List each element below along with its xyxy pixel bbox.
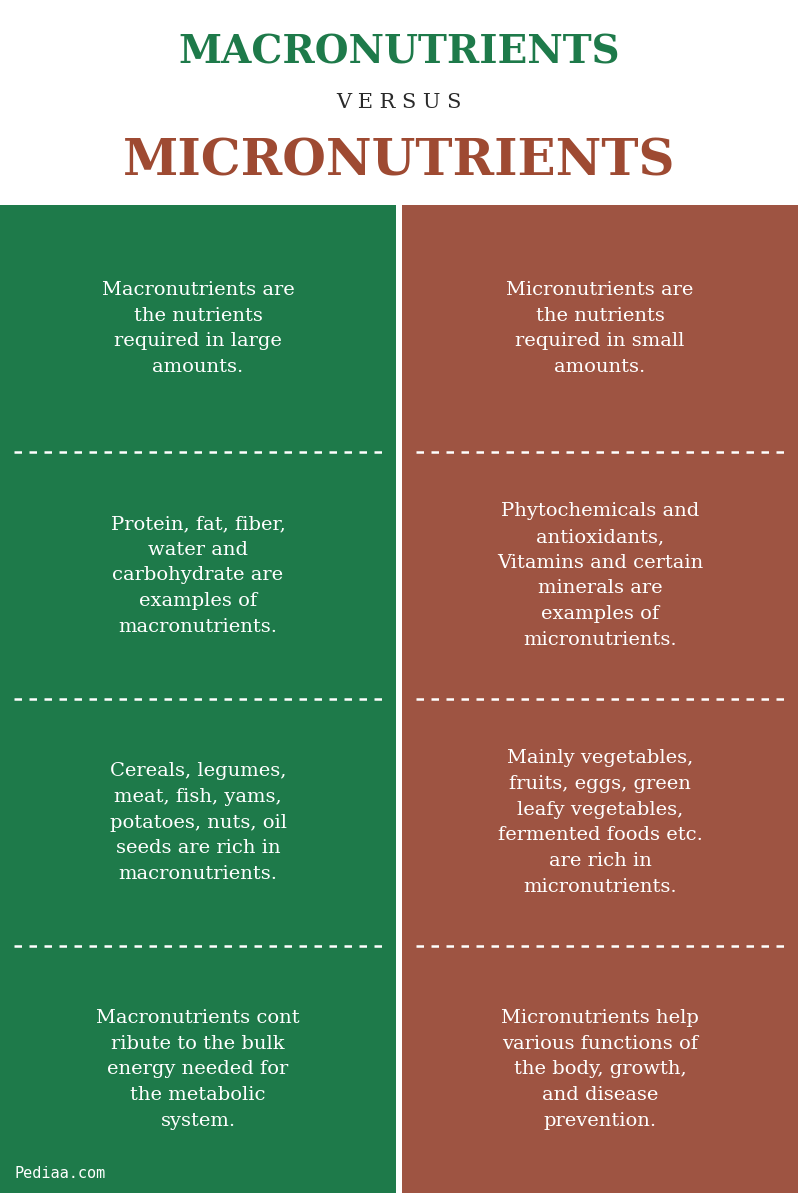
Bar — [402, 699, 798, 946]
Text: Macronutrients cont
ribute to the bulk
energy needed for
the metabolic
system.: Macronutrients cont ribute to the bulk e… — [97, 1009, 300, 1130]
Text: Cereals, legumes,
meat, fish, yams,
potatoes, nuts, oil
seeds are rich in
macron: Cereals, legumes, meat, fish, yams, pota… — [109, 762, 286, 883]
Text: Protein, fat, fiber,
water and
carbohydrate are
examples of
macronutrients.: Protein, fat, fiber, water and carbohydr… — [111, 515, 286, 636]
Bar — [402, 946, 798, 1193]
Text: MACRONUTRIENTS: MACRONUTRIENTS — [178, 33, 620, 72]
Text: Micronutrients are
the nutrients
required in small
amounts.: Micronutrients are the nutrients require… — [506, 280, 693, 376]
Bar — [0, 205, 396, 452]
Bar — [0, 699, 396, 946]
Text: Pediaa.com: Pediaa.com — [14, 1166, 105, 1181]
Bar — [0, 452, 396, 699]
Bar — [0, 946, 396, 1193]
Bar — [402, 452, 798, 699]
Text: Phytochemicals and
antioxidants,
Vitamins and certain
minerals are
examples of
m: Phytochemicals and antioxidants, Vitamin… — [497, 502, 703, 649]
Bar — [402, 205, 798, 452]
Text: Macronutrients are
the nutrients
required in large
amounts.: Macronutrients are the nutrients require… — [101, 280, 294, 376]
Text: Micronutrients help
various functions of
the body, growth,
and disease
preventio: Micronutrients help various functions of… — [501, 1009, 699, 1130]
Text: Mainly vegetables,
fruits, eggs, green
leafy vegetables,
fermented foods etc.
ar: Mainly vegetables, fruits, eggs, green l… — [498, 749, 702, 896]
Text: V E R S U S: V E R S U S — [336, 93, 462, 112]
Bar — [396, 205, 402, 1193]
Text: MICRONUTRIENTS: MICRONUTRIENTS — [123, 137, 675, 186]
